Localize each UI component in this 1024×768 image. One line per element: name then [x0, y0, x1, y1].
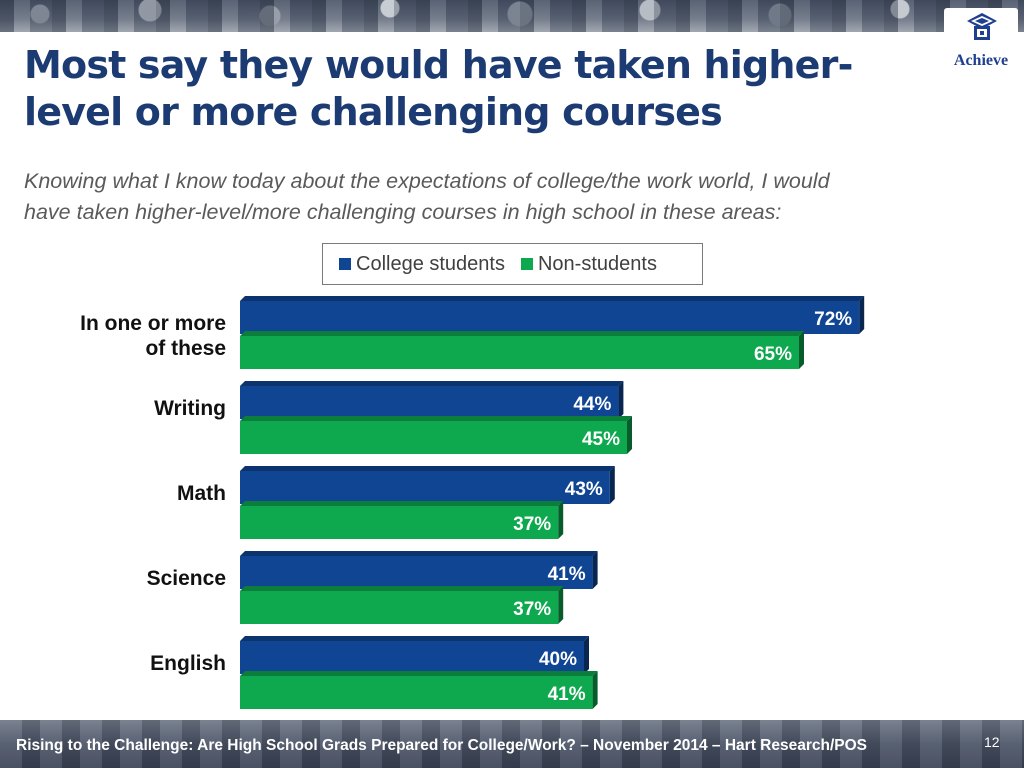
category-label: English: [150, 652, 226, 675]
data-label-college: 40%: [539, 649, 577, 670]
logo-text: Achieve: [953, 52, 1009, 69]
data-label-non: 41%: [548, 684, 586, 705]
bar-top-non: [240, 671, 598, 676]
legend-item-college: College students: [339, 253, 505, 276]
bar-side-non: [799, 331, 804, 369]
bar-side-non: [627, 416, 632, 454]
achieve-logo: Achieve: [944, 8, 1018, 78]
bar-non: [240, 336, 799, 369]
data-label-non: 37%: [513, 599, 551, 620]
category-label: In one or more of these: [80, 312, 226, 360]
category-label-line: Writing: [154, 397, 226, 420]
footer-bar: Rising to the Challenge: Are High School…: [0, 720, 1024, 768]
subtitle-line-1: Knowing what I know today about the expe…: [24, 169, 830, 193]
category-label-line: English: [150, 652, 226, 675]
data-label-college: 43%: [565, 479, 603, 500]
bar-top-college: [240, 636, 589, 641]
bar-top-college: [240, 296, 865, 301]
slide-title: Most say they would have taken higher- l…: [24, 42, 924, 136]
category-label-line: of these: [145, 337, 226, 360]
category-label: Writing: [154, 397, 226, 420]
logo-mortarboard-icon: [967, 13, 997, 40]
bar-college: [240, 301, 860, 334]
bar-top-non: [240, 331, 804, 336]
bar-college: [240, 471, 610, 504]
data-label-non: 37%: [513, 514, 551, 535]
category-label-line: Science: [147, 567, 226, 590]
top-photo-banner: [0, 0, 1024, 32]
data-label-college: 72%: [814, 309, 852, 330]
bar-non: [240, 506, 559, 539]
legend-item-non: Non-students: [520, 252, 657, 276]
chart-legend: College students Non-students: [322, 243, 703, 285]
bar-top-non: [240, 501, 564, 506]
bar-side-non: [592, 671, 598, 709]
title-line-2: level or more challenging courses: [24, 90, 723, 134]
legend-swatch-college: [339, 258, 351, 270]
bar-side-college: [584, 636, 589, 674]
slide-subtitle: Knowing what I know today about the expe…: [24, 166, 1014, 228]
legend-label-college: College students: [356, 252, 505, 275]
data-label-non: 65%: [754, 344, 792, 365]
page-number: 12: [984, 734, 1000, 750]
bar-top-non: [240, 586, 564, 591]
category-label: Math: [177, 482, 226, 505]
title-line-1: Most say they would have taken higher-: [24, 43, 853, 87]
bar-side-college: [859, 296, 865, 334]
data-label-college: 41%: [548, 564, 586, 585]
bar-non: [240, 676, 593, 709]
data-label-non: 45%: [582, 429, 620, 450]
bar-side-college: [592, 551, 598, 589]
data-label-college: 44%: [573, 394, 611, 415]
bar-top-college: [240, 551, 598, 556]
bar-college: [240, 556, 593, 589]
category-label-line: Math: [177, 482, 226, 505]
bar-top-college: [240, 381, 624, 386]
bar-side-non: [558, 586, 564, 624]
bar-non: [240, 591, 559, 624]
bar-non: [240, 421, 627, 454]
bar-side-college: [618, 381, 624, 419]
bar-side-non: [558, 501, 564, 539]
footer-source: Rising to the Challenge: Are High School…: [16, 737, 868, 754]
legend-swatch-non: [520, 258, 533, 270]
bar-top-non: [240, 416, 632, 421]
legend-label-non: Non-students: [537, 252, 657, 275]
bar-college: [240, 386, 619, 419]
subtitle-line-2: have taken higher-level/more challenging…: [24, 200, 782, 224]
bar-college: [240, 641, 584, 674]
category-label-line: In one or more: [80, 312, 226, 335]
bar-top-college: [240, 466, 615, 471]
bar-side-college: [609, 466, 615, 504]
category-label: Science: [147, 567, 226, 590]
